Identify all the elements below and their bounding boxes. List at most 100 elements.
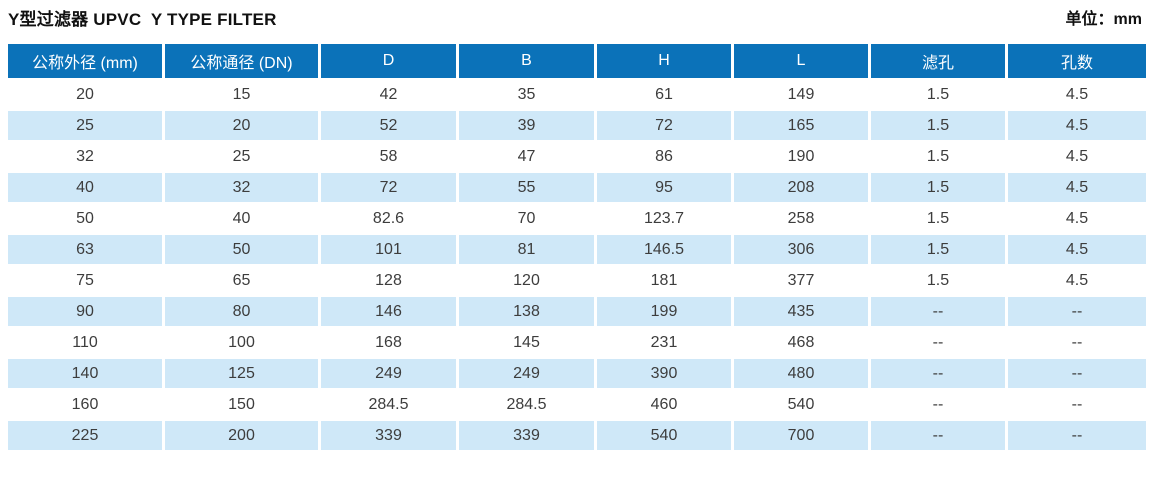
table-cell: 284.5 xyxy=(459,390,597,421)
table-cell: 4.5 xyxy=(1008,235,1146,266)
table-cell: 1.5 xyxy=(871,204,1008,235)
column-header: 公称外径 (mm) xyxy=(8,44,165,80)
table-cell: 47 xyxy=(459,142,597,173)
table-cell: 138 xyxy=(459,297,597,328)
table-row: 20 15 42 35 61 149 1.5 4.5 xyxy=(8,80,1146,111)
table-cell: 128 xyxy=(321,266,459,297)
table-cell: 4.5 xyxy=(1008,142,1146,173)
table-cell: -- xyxy=(1008,390,1146,421)
table-cell: 100 xyxy=(165,328,321,359)
table-cell: 15 xyxy=(165,80,321,111)
table-cell: 181 xyxy=(597,266,734,297)
table-cell: 168 xyxy=(321,328,459,359)
table-cell: 1.5 xyxy=(871,173,1008,204)
table-cell: 50 xyxy=(8,204,165,235)
table-cell: 208 xyxy=(734,173,871,204)
table-cell: 1.5 xyxy=(871,235,1008,266)
unit-label: 单位：mm xyxy=(1065,11,1142,28)
table-row: 32 25 58 47 86 190 1.5 4.5 xyxy=(8,142,1146,173)
table-row: 75 65 128 120 181 377 1.5 4.5 xyxy=(8,266,1146,297)
table-cell: 165 xyxy=(734,111,871,142)
table-cell: -- xyxy=(1008,421,1146,452)
table-cell: 160 xyxy=(8,390,165,421)
table-cell: 40 xyxy=(8,173,165,204)
table-cell: 101 xyxy=(321,235,459,266)
table-cell: 4.5 xyxy=(1008,266,1146,297)
table-cell: 70 xyxy=(459,204,597,235)
spec-table: 公称外径 (mm) 公称通径 (DN) D B H L 滤孔 孔数 20 15 42 35 61 149… xyxy=(8,44,1146,452)
table-cell: 61 xyxy=(597,80,734,111)
table-cell: 339 xyxy=(459,421,597,452)
table-cell: -- xyxy=(871,390,1008,421)
table-cell: 249 xyxy=(321,359,459,390)
table-cell: 190 xyxy=(734,142,871,173)
table-cell: 39 xyxy=(459,111,597,142)
table-cell: 460 xyxy=(597,390,734,421)
table-cell: 90 xyxy=(8,297,165,328)
column-header: 孔数 xyxy=(1008,44,1146,80)
page-title: Y型过滤器 UPVC Y TYPE FILTER xyxy=(8,10,277,29)
table-cell: 81 xyxy=(459,235,597,266)
table-cell: -- xyxy=(871,421,1008,452)
table-cell: 72 xyxy=(321,173,459,204)
table-cell: 4.5 xyxy=(1008,80,1146,111)
table-cell: 231 xyxy=(597,328,734,359)
table-cell: 82.6 xyxy=(321,204,459,235)
table-cell: 199 xyxy=(597,297,734,328)
table-cell: 80 xyxy=(165,297,321,328)
table-cell: 480 xyxy=(734,359,871,390)
table-cell: 52 xyxy=(321,111,459,142)
table-row: 140 125 249 249 390 480 -- -- xyxy=(8,359,1146,390)
table-cell: 540 xyxy=(597,421,734,452)
table-cell: 32 xyxy=(165,173,321,204)
table-cell: 149 xyxy=(734,80,871,111)
table-cell: 435 xyxy=(734,297,871,328)
table-cell: 700 xyxy=(734,421,871,452)
table-cell: 540 xyxy=(734,390,871,421)
column-header: 公称通径 (DN) xyxy=(165,44,321,80)
table-cell: 55 xyxy=(459,173,597,204)
column-header: 滤孔 xyxy=(871,44,1008,80)
table-body: 20 15 42 35 61 149 1.5 4.5 25 20 52 39 72 165 1.5 4.5 32… xyxy=(8,80,1146,452)
table-cell: 75 xyxy=(8,266,165,297)
table-cell: 86 xyxy=(597,142,734,173)
table-cell: 377 xyxy=(734,266,871,297)
table-cell: 258 xyxy=(734,204,871,235)
table-cell: -- xyxy=(871,359,1008,390)
table-cell: 468 xyxy=(734,328,871,359)
table-cell: -- xyxy=(871,328,1008,359)
table-cell: -- xyxy=(1008,359,1146,390)
table-cell: 306 xyxy=(734,235,871,266)
table-cell: 146.5 xyxy=(597,235,734,266)
table-cell: 140 xyxy=(8,359,165,390)
table-cell: 339 xyxy=(321,421,459,452)
table-cell: 110 xyxy=(8,328,165,359)
table-cell: 125 xyxy=(165,359,321,390)
table-cell: 50 xyxy=(165,235,321,266)
column-header: B xyxy=(459,44,597,80)
table-cell: 145 xyxy=(459,328,597,359)
table-cell: 123.7 xyxy=(597,204,734,235)
table-cell: 284.5 xyxy=(321,390,459,421)
table-cell: 1.5 xyxy=(871,80,1008,111)
table-cell: 65 xyxy=(165,266,321,297)
table-row: 40 32 72 55 95 208 1.5 4.5 xyxy=(8,173,1146,204)
table-cell: -- xyxy=(1008,297,1146,328)
table-cell: 1.5 xyxy=(871,111,1008,142)
table-cell: 20 xyxy=(165,111,321,142)
column-header: D xyxy=(321,44,459,80)
table-row: 63 50 101 81 146.5 306 1.5 4.5 xyxy=(8,235,1146,266)
table-cell: 150 xyxy=(165,390,321,421)
table-row: 160 150 284.5 284.5 460 540 -- -- xyxy=(8,390,1146,421)
table-row: 110 100 168 145 231 468 -- -- xyxy=(8,328,1146,359)
column-header: H xyxy=(597,44,734,80)
table-cell: 58 xyxy=(321,142,459,173)
table-cell: 390 xyxy=(597,359,734,390)
table-cell: 200 xyxy=(165,421,321,452)
table-cell: 4.5 xyxy=(1008,111,1146,142)
table-cell: 20 xyxy=(8,80,165,111)
table-cell: 63 xyxy=(8,235,165,266)
table-cell: 120 xyxy=(459,266,597,297)
table-cell: 225 xyxy=(8,421,165,452)
table-row: 25 20 52 39 72 165 1.5 4.5 xyxy=(8,111,1146,142)
